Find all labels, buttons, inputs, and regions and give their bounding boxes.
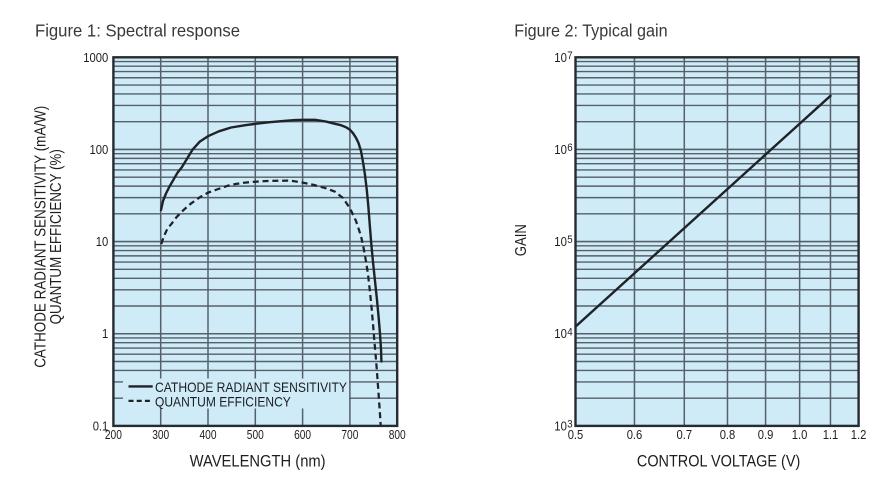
svg-text:0.8: 0.8	[720, 428, 736, 442]
svg-text:3: 3	[567, 419, 572, 431]
svg-text:10: 10	[96, 235, 109, 249]
svg-text:6: 6	[567, 142, 572, 154]
svg-text:0.6: 0.6	[627, 428, 643, 442]
svg-text:1000: 1000	[83, 51, 108, 65]
svg-text:4: 4	[567, 326, 572, 338]
svg-text:GAIN: GAIN	[513, 224, 530, 256]
svg-text:CONTROL VOLTAGE (V): CONTROL VOLTAGE (V)	[637, 451, 800, 470]
svg-text:10: 10	[554, 418, 567, 433]
svg-text:600: 600	[294, 428, 311, 442]
svg-text:0.5: 0.5	[568, 428, 584, 442]
svg-text:Figure 2: Typical gain: Figure 2: Typical gain	[514, 21, 667, 41]
svg-text:10: 10	[554, 142, 567, 157]
svg-text:400: 400	[200, 428, 217, 442]
svg-text:7: 7	[567, 50, 572, 62]
svg-text:800: 800	[389, 428, 406, 442]
svg-text:700: 700	[341, 428, 358, 442]
svg-text:0.1: 0.1	[93, 419, 109, 433]
svg-text:QUANTUM EFFICIENCY (%): QUANTUM EFFICIENCY (%)	[48, 149, 65, 324]
svg-text:1.1: 1.1	[823, 428, 839, 442]
svg-text:10: 10	[554, 326, 567, 341]
svg-text:1.0: 1.0	[792, 428, 808, 442]
svg-text:1: 1	[102, 327, 108, 341]
svg-text:100: 100	[90, 143, 109, 157]
svg-text:1.2: 1.2	[851, 428, 867, 442]
svg-text:5: 5	[567, 234, 572, 246]
svg-text:QUANTUM EFFICIENCY: QUANTUM EFFICIENCY	[155, 394, 291, 409]
svg-text:0.9: 0.9	[758, 428, 774, 442]
svg-text:Figure 1: Spectral response: Figure 1: Spectral response	[35, 21, 240, 41]
svg-text:CATHODE RADIANT SENSITIVITY (m: CATHODE RADIANT SENSITIVITY (mA/W)	[32, 106, 49, 368]
svg-text:0.7: 0.7	[677, 428, 693, 442]
svg-text:CATHODE RADIANT SENSITIVITY: CATHODE RADIANT SENSITIVITY	[155, 380, 347, 395]
svg-text:10: 10	[554, 234, 567, 249]
svg-text:200: 200	[105, 428, 122, 442]
svg-text:10: 10	[554, 50, 567, 65]
svg-text:300: 300	[152, 428, 169, 442]
svg-text:500: 500	[247, 428, 264, 442]
svg-text:WAVELENGTH (nm): WAVELENGTH (nm)	[190, 451, 326, 470]
